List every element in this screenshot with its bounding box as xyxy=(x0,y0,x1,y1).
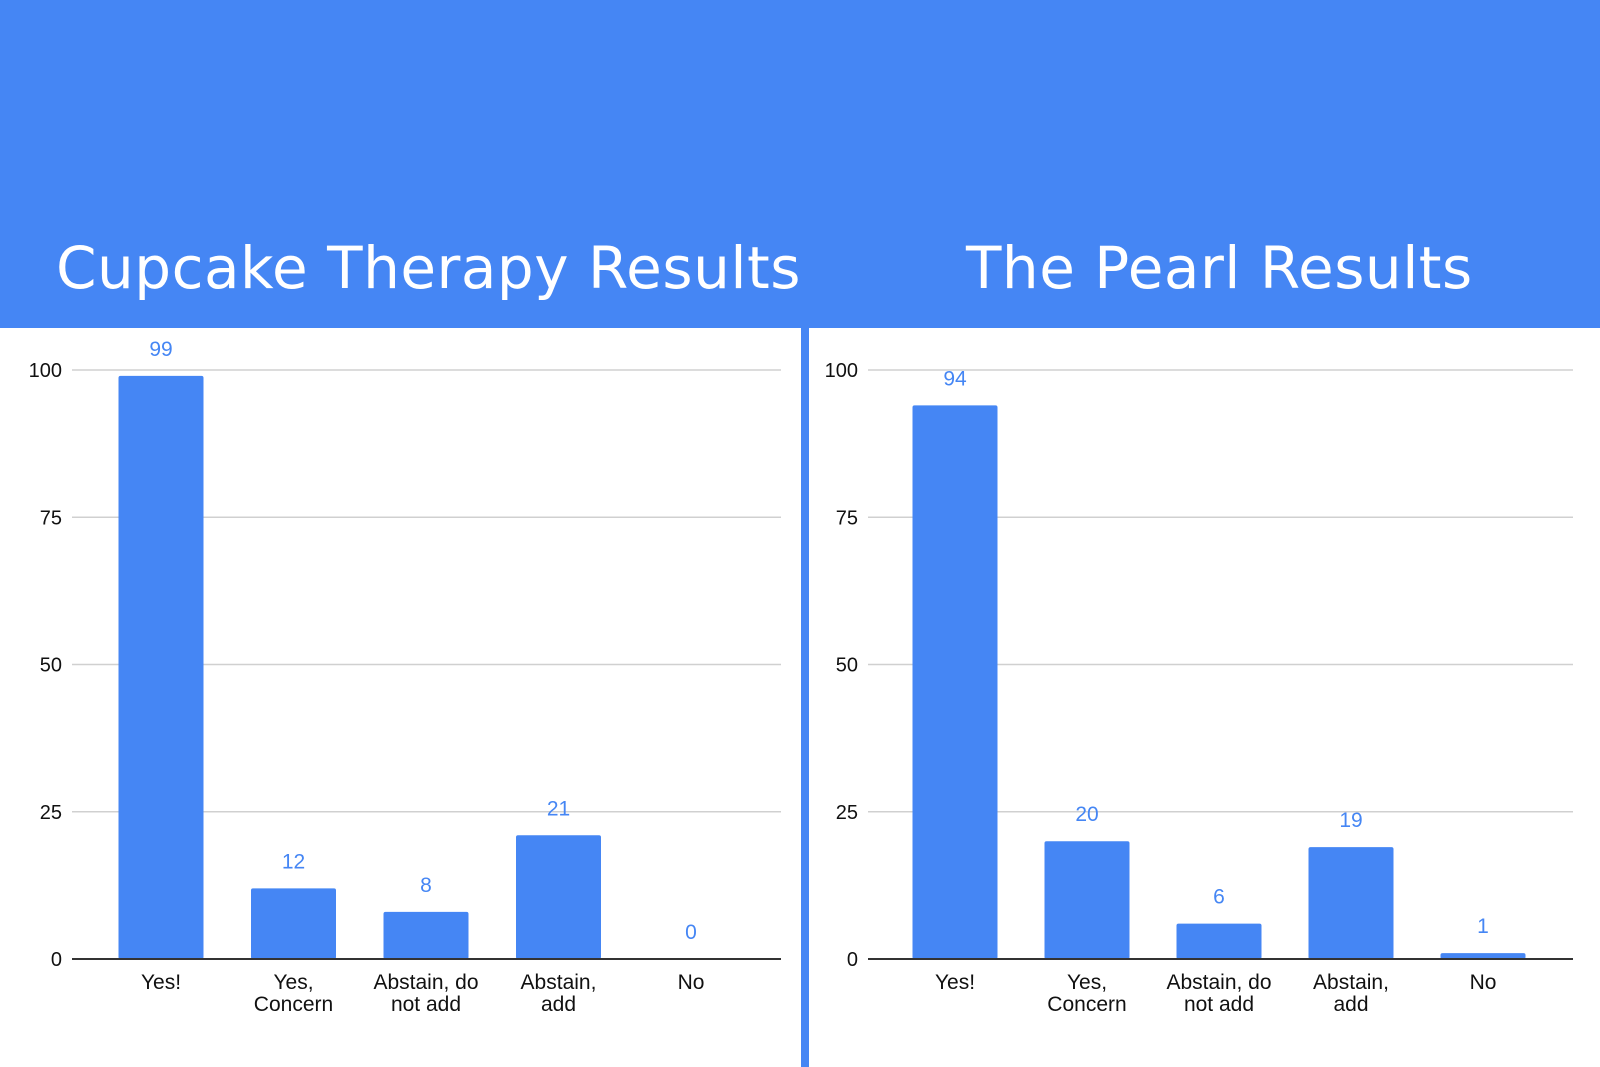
bar xyxy=(383,911,469,959)
y-tick-label: 50 xyxy=(40,655,62,677)
y-tick-label: 25 xyxy=(836,802,858,824)
x-tick-label: Yes, xyxy=(273,971,313,994)
y-tick-label: 0 xyxy=(51,949,62,971)
x-tick-label: Abstain, do xyxy=(1166,971,1271,994)
chart-title-the-pearl: The Pearl Results xyxy=(966,234,1473,302)
x-tick-label: Concern xyxy=(254,993,333,1016)
data-label: 21 xyxy=(547,797,570,820)
chart-title-cupcake-therapy: Cupcake Therapy Results xyxy=(56,234,801,302)
x-tick-label: Concern xyxy=(1047,993,1126,1016)
data-label: 1 xyxy=(1477,915,1489,938)
x-tick-label: No xyxy=(678,971,705,994)
bar xyxy=(118,375,204,959)
x-tick-label: add xyxy=(1333,993,1368,1016)
header-banner xyxy=(0,0,1600,328)
x-tick-label: add xyxy=(541,993,576,1016)
x-tick-label: Abstain, xyxy=(521,971,597,994)
x-tick-label: not add xyxy=(391,993,461,1016)
chart-panel-the-pearl: 0 25 50 75 100 94 Yes! 20 Yes, Concern 6 Abstain, d… xyxy=(809,328,1600,1067)
data-label: 19 xyxy=(1339,809,1362,832)
y-tick-label: 100 xyxy=(825,360,858,382)
x-tick-label: Abstain, xyxy=(1313,971,1389,994)
y-tick-label: 100 xyxy=(29,360,62,382)
bar xyxy=(1176,923,1262,959)
x-tick-label: No xyxy=(1470,971,1497,994)
bar xyxy=(1440,953,1526,959)
data-label: 20 xyxy=(1075,803,1098,826)
bar xyxy=(251,888,336,959)
x-tick-label: Yes! xyxy=(935,971,975,994)
chart-panel-cupcake-therapy: 0 25 50 75 100 99 Yes! 12 Yes, Concern 8 Abstain, d… xyxy=(0,328,801,1067)
data-label: 0 xyxy=(685,921,697,944)
x-tick-label: not add xyxy=(1184,993,1254,1016)
data-label: 99 xyxy=(149,338,172,361)
x-tick-label: Abstain, do xyxy=(373,971,478,994)
bar xyxy=(1308,847,1394,959)
x-tick-label: Yes! xyxy=(141,971,181,994)
y-tick-label: 75 xyxy=(836,507,858,529)
data-label: 94 xyxy=(943,367,967,390)
y-tick-label: 0 xyxy=(847,949,858,971)
data-label: 8 xyxy=(420,874,432,897)
data-label: 6 xyxy=(1213,886,1225,909)
y-tick-label: 75 xyxy=(40,507,62,529)
y-tick-label: 25 xyxy=(40,802,62,824)
bar xyxy=(912,405,998,960)
x-tick-label: Yes, xyxy=(1067,971,1107,994)
data-label: 12 xyxy=(282,850,305,873)
bar-chart-the-pearl: 0 25 50 75 100 94 Yes! 20 Yes,Concern 6 Abstain, d… xyxy=(825,360,1573,1016)
bar-chart-cupcake-therapy: 0 25 50 75 100 99 Yes! 12 Yes,Concern 8 Abstain, d… xyxy=(29,338,781,1016)
bar xyxy=(1044,841,1130,959)
bar xyxy=(516,835,601,959)
y-tick-label: 50 xyxy=(836,655,858,677)
